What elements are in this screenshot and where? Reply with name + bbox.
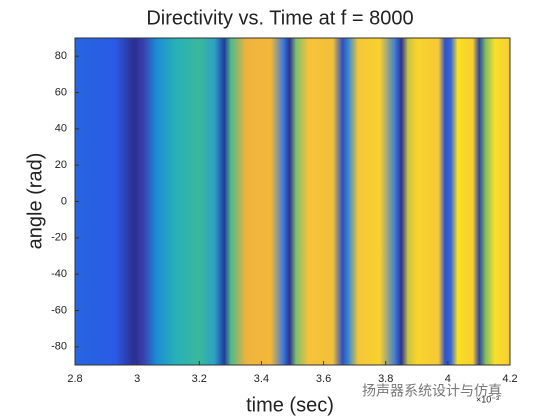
y-tick-label: 40 (55, 123, 67, 135)
y-tick-label: 0 (61, 195, 67, 207)
heat-band (245, 38, 272, 365)
heat-band (155, 38, 175, 365)
heat-band (283, 38, 290, 365)
heat-band (379, 38, 396, 365)
x-tick-label: 3.2 (192, 373, 207, 385)
heat-band (401, 38, 408, 365)
heat-band (407, 38, 418, 365)
heat-band (134, 38, 144, 365)
heat-band (289, 38, 297, 365)
y-axis-label: angle (rad) (24, 153, 46, 250)
heat-band (332, 38, 343, 365)
heat-band (174, 38, 200, 365)
x-tick-label: 3.4 (254, 373, 269, 385)
heat-band (457, 38, 474, 365)
heat-band (143, 38, 157, 365)
heat-band (214, 38, 225, 365)
heat-band (115, 38, 135, 365)
heat-band (224, 38, 231, 365)
heat-band (485, 38, 495, 365)
y-tick-label: 20 (55, 159, 67, 171)
heat-band (472, 38, 480, 365)
x-axis-label: time (sec) (246, 394, 334, 416)
watermark: 扬声器系统设计与仿真 (362, 383, 502, 399)
heat-band (342, 38, 349, 365)
heat-band (348, 38, 359, 365)
heat-band (295, 38, 309, 365)
x-tick-label: 3 (134, 373, 140, 385)
x-tick-label: 3.6 (316, 373, 331, 385)
heat-band (438, 38, 446, 365)
y-tick-label: -80 (51, 341, 67, 353)
heat-band (450, 38, 458, 365)
heat-band (494, 38, 511, 365)
x-tick-label: 4 (445, 373, 451, 385)
x-tick-label: 3.8 (378, 373, 393, 385)
heat-band (416, 38, 440, 365)
heat-band (270, 38, 284, 365)
x-exponent-label: ×10⁻³ (476, 394, 499, 404)
heat-band (444, 38, 452, 365)
heat-band (199, 38, 216, 365)
x-tick-label: 4.2 (502, 373, 517, 385)
y-tick-label: 80 (55, 50, 67, 62)
y-tick-label: -20 (51, 232, 67, 244)
y-tick-label: -40 (51, 268, 67, 280)
heat-band (478, 38, 486, 365)
x-tick-label: 2.8 (67, 373, 82, 385)
y-tick-label: -60 (51, 304, 67, 316)
heat-band (75, 38, 116, 365)
heat-band (357, 38, 380, 365)
heat-band (308, 38, 334, 365)
heat-band (230, 38, 247, 365)
heat-band (395, 38, 402, 365)
chart-title: Directivity vs. Time at f = 8000 (146, 7, 413, 29)
y-tick-label: 60 (55, 86, 67, 98)
